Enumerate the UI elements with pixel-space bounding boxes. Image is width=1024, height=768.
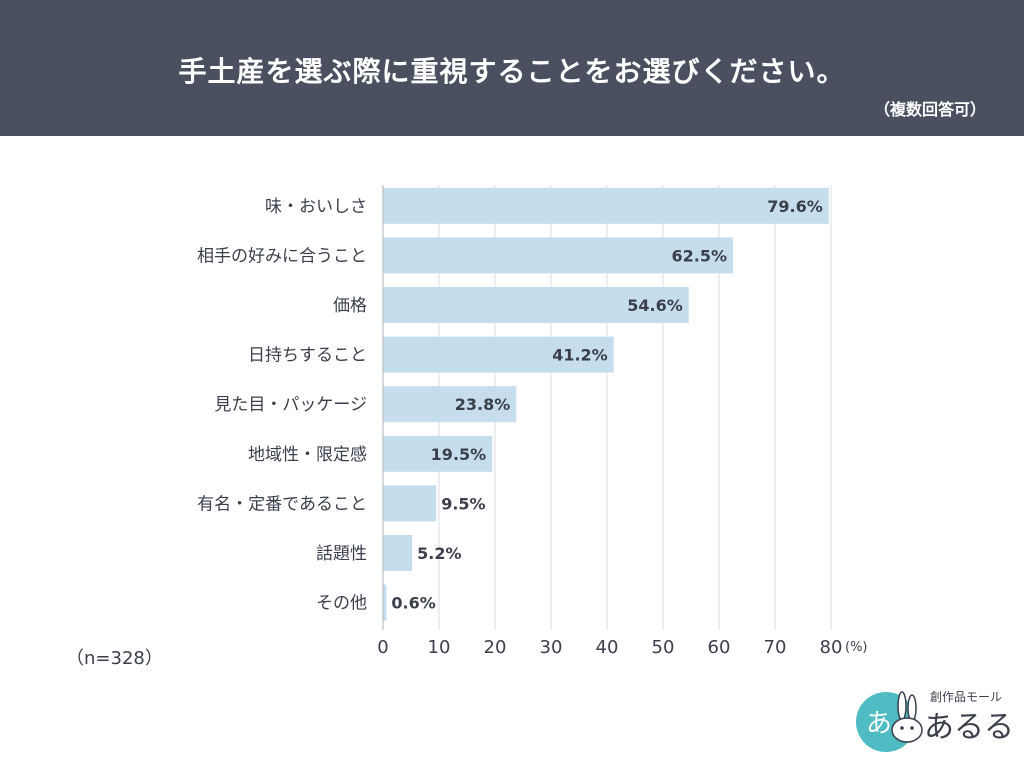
- x-tick-label: 0: [377, 637, 388, 658]
- page-title: 手土産を選ぶ際に重視することをお選びください。: [178, 55, 846, 88]
- x-tick-label: 50: [652, 637, 675, 658]
- value-label: 19.5%: [431, 445, 487, 464]
- category-label: 相手の好みに合うこと: [197, 246, 367, 266]
- header-banner: 手土産を選ぶ際に重視することをお選びください。 （複数回答可）: [0, 0, 1024, 136]
- category-label: 有名・定番であること: [197, 494, 367, 514]
- page-subtitle: （複数回答可）: [873, 100, 986, 119]
- x-unit-label: (%): [845, 640, 868, 655]
- category-label: 価格: [333, 296, 367, 316]
- sample-size-note: （n=328）: [66, 648, 163, 669]
- x-tick-label: 30: [540, 637, 563, 658]
- category-label: 話題性: [316, 544, 367, 564]
- category-label: 見た目・パッケージ: [214, 395, 367, 415]
- value-label: 62.5%: [671, 246, 727, 265]
- bar: [383, 535, 413, 571]
- x-tick-label: 40: [596, 637, 619, 658]
- bar: [383, 187, 829, 224]
- category-label: 味・おいしさ: [265, 197, 367, 217]
- bar: [383, 336, 614, 373]
- value-label: 0.6%: [391, 594, 435, 613]
- bar: [383, 386, 517, 423]
- value-label: 41.2%: [552, 346, 608, 365]
- category-label: 日持ちすること: [248, 346, 367, 366]
- bar: [383, 485, 437, 522]
- logo-caption: 創作品モール: [930, 690, 1003, 704]
- value-label: 54.6%: [627, 296, 683, 315]
- x-tick-label: 80: [820, 637, 843, 658]
- category-label: 地域性・限定感: [248, 445, 367, 465]
- x-tick-label: 20: [484, 637, 507, 658]
- bar: [383, 584, 387, 621]
- bar: [383, 287, 689, 323]
- bar: [383, 435, 493, 472]
- value-label: 23.8%: [455, 395, 511, 414]
- category-label: その他: [316, 594, 367, 614]
- value-label: 9.5%: [441, 494, 485, 513]
- logo-name: あるる: [924, 710, 1014, 745]
- svg-text:あ: あ: [866, 709, 892, 739]
- x-tick-label: 70: [764, 637, 787, 658]
- value-label: 79.6%: [767, 197, 823, 216]
- brand-logo: あ 創作品モール あるる: [852, 688, 1014, 754]
- x-tick-label: 60: [708, 637, 731, 658]
- x-tick-label: 10: [428, 637, 451, 658]
- rabbit-logo-icon: あ: [856, 691, 923, 752]
- bar: [383, 237, 733, 274]
- value-label: 5.2%: [417, 544, 461, 563]
